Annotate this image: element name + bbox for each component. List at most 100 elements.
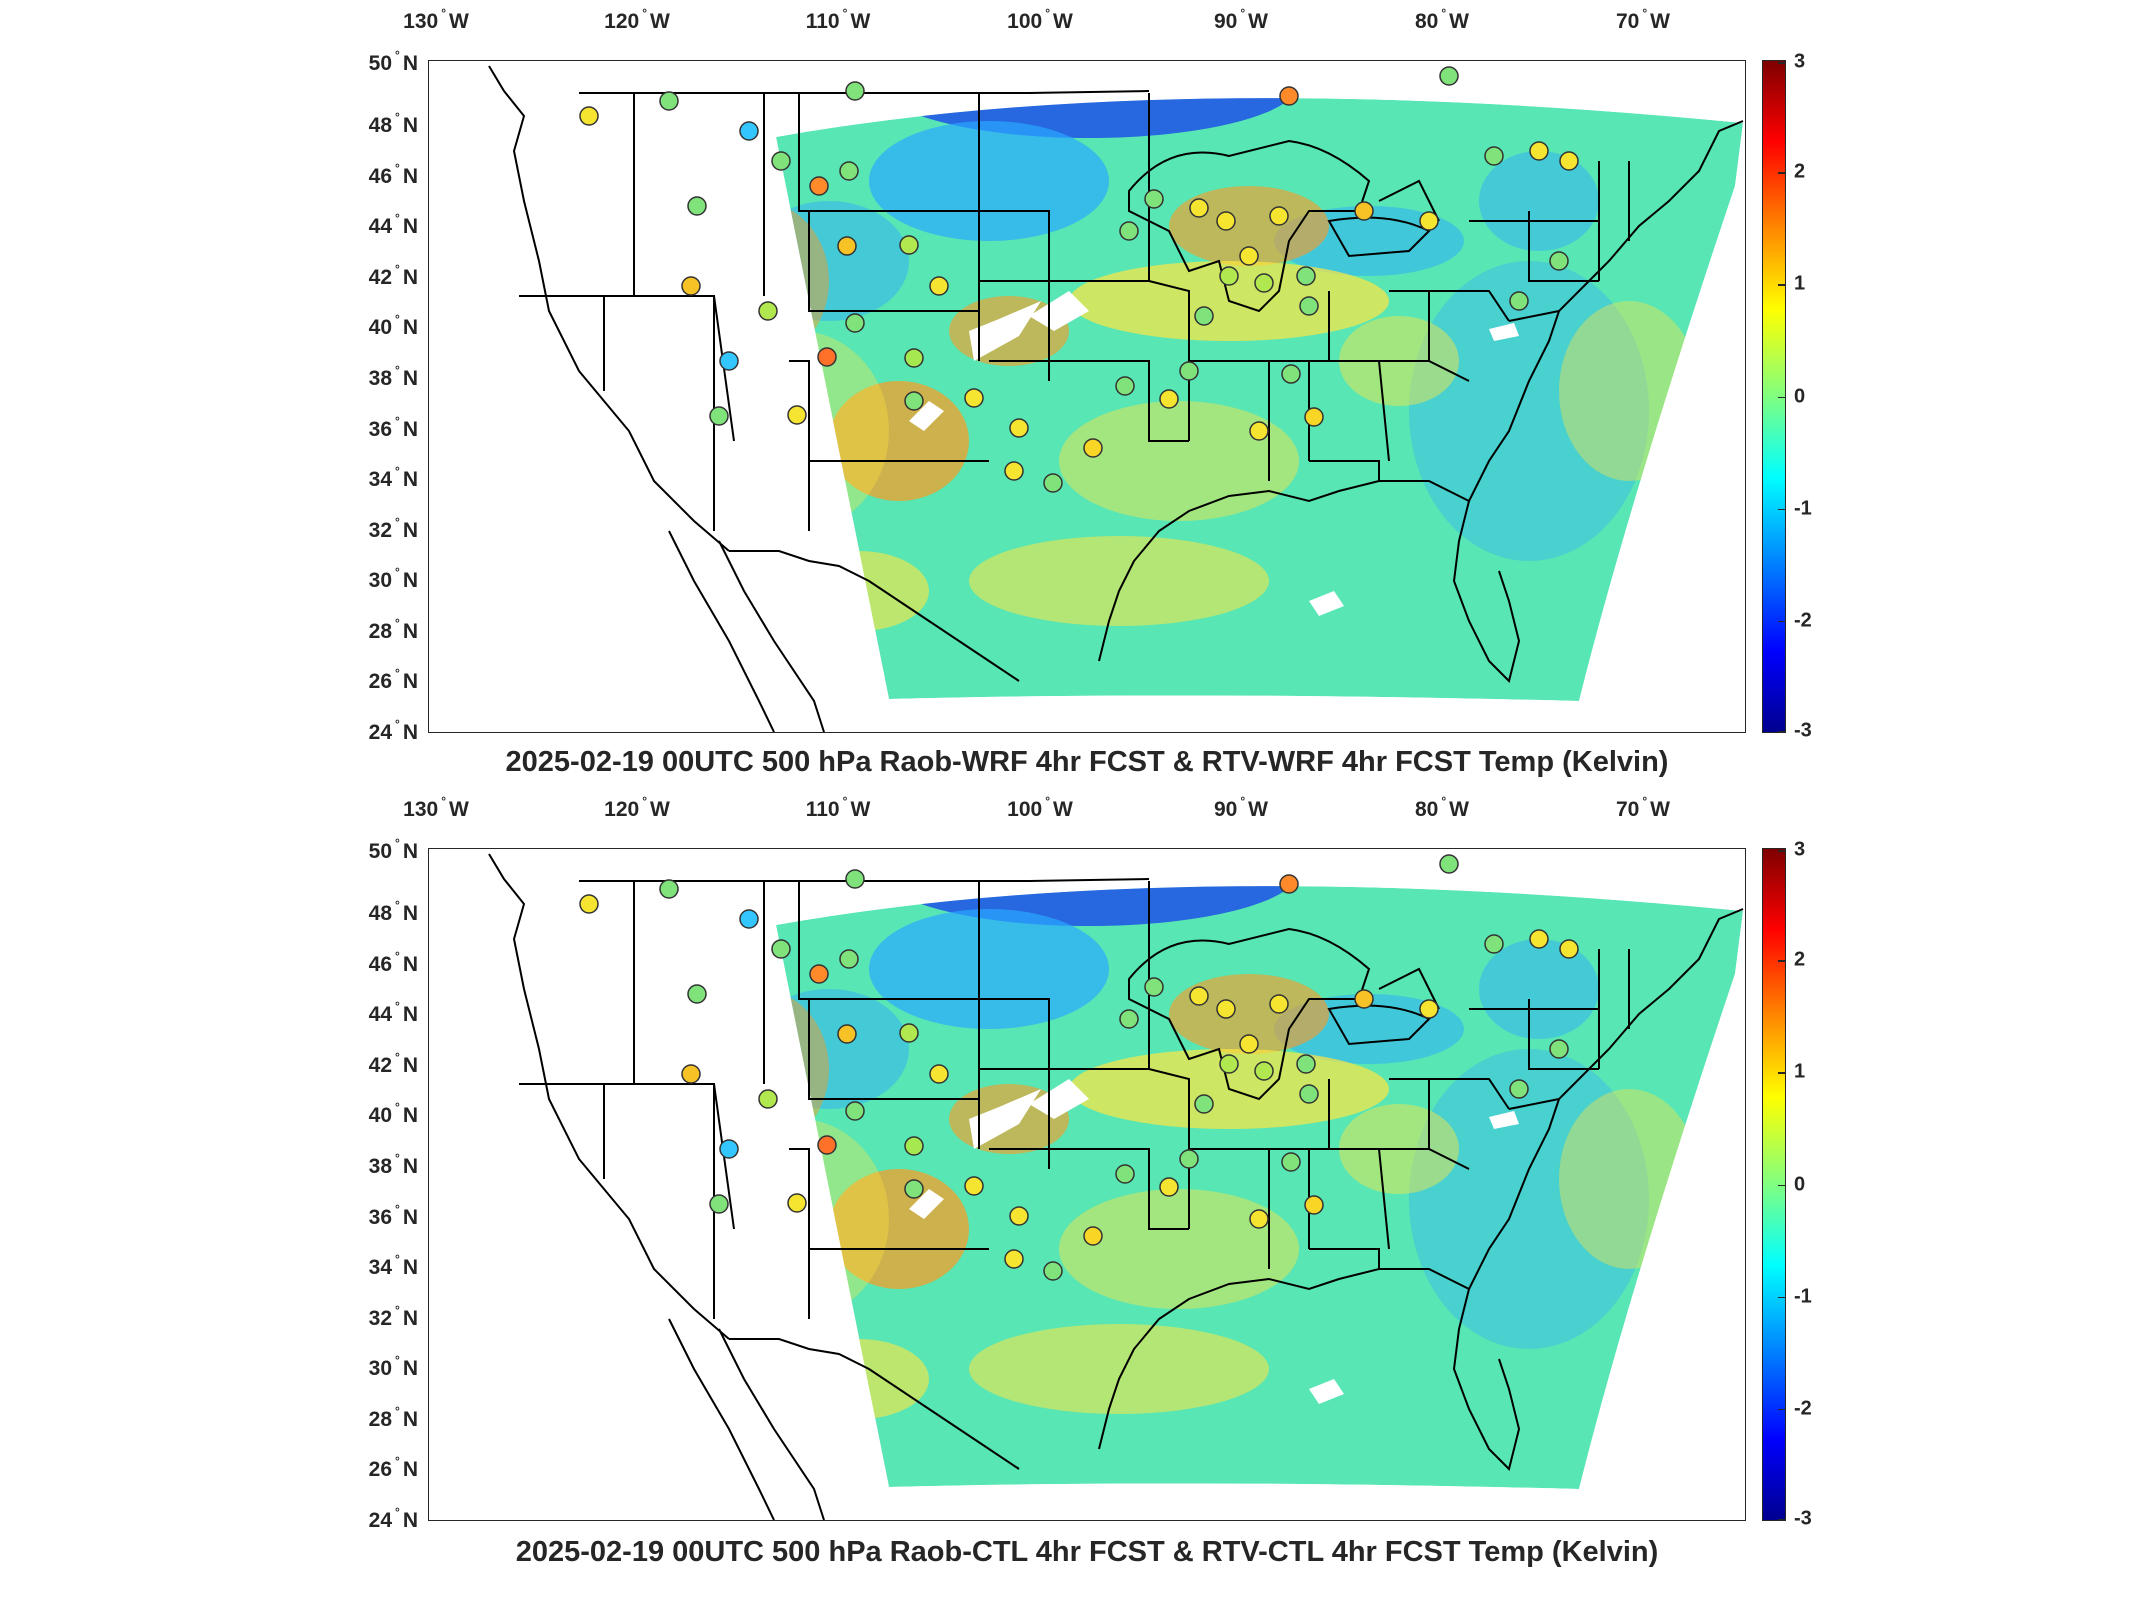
boundary-line — [668, 1318, 775, 1520]
raob-station-marker — [1559, 939, 1579, 959]
raob-station-marker — [904, 348, 924, 368]
colorbar-tick-mark — [1778, 731, 1786, 733]
raob-station-marker — [1144, 977, 1164, 997]
raob-station-marker — [899, 1023, 919, 1043]
raob-station-marker — [758, 1089, 778, 1109]
colorbar-tick-label: -2 — [1794, 1397, 1812, 1420]
raob-station-marker — [739, 121, 759, 141]
raob-station-marker — [1269, 994, 1289, 1014]
raob-station-marker — [758, 301, 778, 321]
latitude-label: 24 ° N — [368, 1505, 418, 1532]
forecast-field — [776, 886, 1743, 1489]
boundary-line — [1148, 280, 1190, 441]
field-anomaly — [789, 1339, 929, 1419]
raob-station-marker — [845, 1101, 865, 1121]
raob-station-marker — [1249, 1209, 1269, 1229]
latitude-label: 38 ° N — [368, 362, 418, 390]
raob-station-marker — [1354, 201, 1374, 221]
raob-station-marker — [1194, 1094, 1214, 1114]
field-anomaly — [869, 909, 1109, 1029]
map-svg — [488, 853, 1744, 1520]
raob-station-marker — [904, 1179, 924, 1199]
latitude-label: 36 ° N — [368, 413, 418, 441]
map-plot-area — [428, 60, 1746, 733]
boundary-line — [789, 360, 989, 462]
raob-station-marker — [1304, 407, 1324, 427]
latitude-label: 44 ° N — [368, 999, 418, 1027]
boundary-line — [718, 540, 825, 732]
boundary-line — [1378, 1148, 1390, 1250]
political-boundaries — [488, 65, 1744, 732]
boundary-line — [1327, 216, 1431, 258]
latitude-label: 42 ° N — [368, 261, 418, 289]
longitude-label: 120 ° W — [604, 6, 670, 33]
boundary-line — [1389, 290, 1510, 322]
raob-station-marker — [904, 391, 924, 411]
boundary-line — [989, 360, 1189, 442]
raob-station-marker — [1419, 999, 1439, 1019]
raob-station-marker — [1529, 141, 1549, 161]
missing-data — [969, 1089, 1041, 1149]
latitude-label: 26 ° N — [368, 666, 418, 694]
field-anomaly — [1479, 151, 1599, 251]
longitude-label: 110 ° W — [805, 6, 871, 33]
raob-station-marker — [1189, 986, 1209, 1006]
raob-station-marker — [1296, 266, 1316, 286]
field-anomaly — [969, 536, 1269, 626]
longitude-label: 70 ° W — [1616, 794, 1670, 821]
boundary-line — [1508, 1098, 1560, 1110]
raob-station-marker — [1439, 854, 1459, 874]
latitude-label: 50 ° N — [368, 836, 418, 863]
latitude-label: 30 ° N — [368, 1353, 418, 1381]
colorbar-tick-mark — [1778, 1519, 1786, 1521]
raob-station-marker — [1216, 211, 1236, 231]
latitude-label: 24 ° N — [368, 717, 418, 744]
colorbar-tick-mark — [1778, 960, 1786, 962]
colorbar-tick-mark — [1778, 62, 1786, 64]
colorbar-tick-label: 3 — [1794, 50, 1806, 73]
raob-station-marker — [709, 406, 729, 426]
raob-station-marker — [1115, 1164, 1135, 1184]
panel-title: 2025-02-19 00UTC 500 hPa Raob-WRF 4hr FC… — [505, 746, 1669, 778]
raob-station-marker — [1119, 1009, 1139, 1029]
boundary-line — [1389, 1078, 1510, 1110]
raob-stations — [579, 854, 1579, 1281]
colorbar-tick-label: 3 — [1794, 838, 1806, 861]
boundary-line — [1327, 1004, 1431, 1046]
field-anomaly — [1409, 1049, 1649, 1349]
boundary-line — [979, 998, 1050, 1169]
field-anomaly — [1559, 301, 1699, 481]
raob-station-marker — [1296, 1054, 1316, 1074]
raob-station-marker — [709, 1194, 729, 1214]
raob-station-marker — [1004, 1249, 1024, 1269]
latitude-label: 42 ° N — [368, 1049, 418, 1077]
raob-station-marker — [964, 388, 984, 408]
raob-station-marker — [1083, 438, 1103, 458]
latitude-label: 50 ° N — [368, 48, 418, 75]
raob-station-marker — [1179, 361, 1199, 381]
panel-title: 2025-02-19 00UTC 500 hPa Raob-CTL 4hr FC… — [515, 1536, 1659, 1568]
boundary-line — [1148, 1068, 1190, 1229]
longitude-label: 70 ° W — [1616, 6, 1670, 33]
longitude-label: 130 ° W — [403, 6, 469, 33]
boundary-line — [718, 1328, 825, 1520]
colorbar-tick-label: 2 — [1794, 948, 1806, 971]
colorbar-tick-label: -3 — [1794, 1507, 1812, 1530]
field-anomaly — [869, 121, 1109, 241]
colorbar-tick-mark — [1778, 284, 1786, 286]
raob-station-marker — [809, 176, 829, 196]
raob-station-marker — [1439, 66, 1459, 86]
raob-station-marker — [1219, 1054, 1239, 1074]
raob-station-marker — [817, 347, 837, 367]
latitude-label: 28 ° N — [368, 615, 418, 643]
boundary-line — [579, 90, 1150, 94]
raob-station-marker — [1419, 211, 1439, 231]
raob-station-marker — [1004, 461, 1024, 481]
raob-station-marker — [1509, 291, 1529, 311]
boundary-line — [1309, 460, 1380, 481]
missing-data — [1489, 323, 1519, 341]
latitude-label: 46 ° N — [368, 948, 418, 976]
raob-station-marker — [1159, 389, 1179, 409]
colorbar-tick-mark — [1778, 396, 1786, 398]
longitude-label: 80 ° W — [1415, 794, 1469, 821]
